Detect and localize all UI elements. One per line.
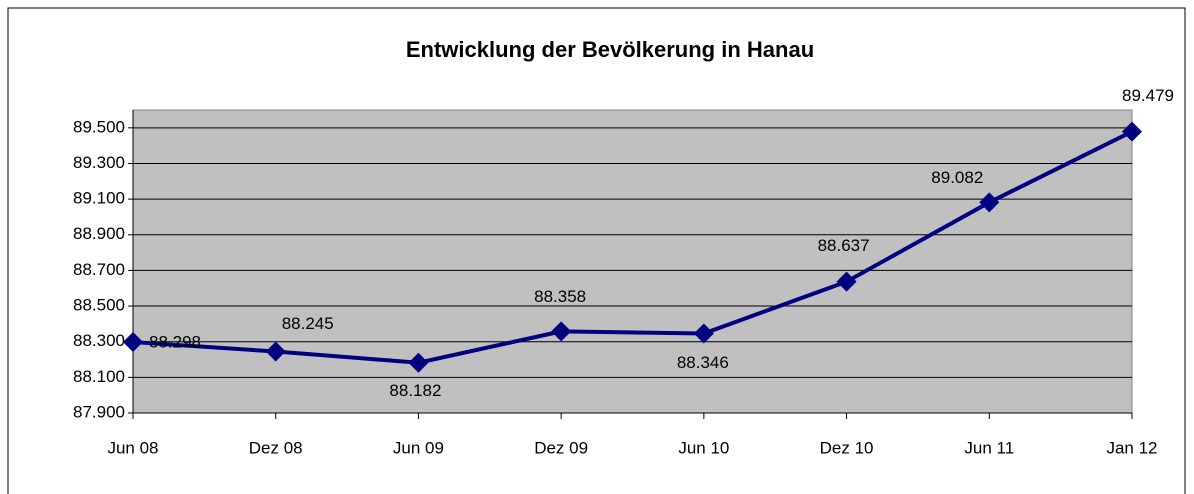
data-label: 88.637 <box>818 236 870 255</box>
data-point <box>1122 121 1142 142</box>
y-tick-label: 88.900 <box>73 224 125 243</box>
y-tick-label: 88.300 <box>73 331 125 350</box>
data-label: 88.358 <box>534 287 586 306</box>
x-tick-label: Jun 09 <box>393 438 444 457</box>
data-point <box>836 271 857 292</box>
x-tick-label: Jun 10 <box>678 438 729 457</box>
data-point <box>979 192 1000 213</box>
plot-area <box>132 109 1133 414</box>
data-label: 89.082 <box>931 168 983 187</box>
y-tick-label: 89.500 <box>73 117 125 136</box>
data-point <box>265 341 286 362</box>
data-label: 88.182 <box>389 381 441 400</box>
y-tick-label: 88.500 <box>73 296 125 315</box>
data-label: 89.479 <box>1122 86 1174 105</box>
y-tick-label: 87.900 <box>73 402 125 421</box>
y-tick-label: 88.700 <box>73 260 125 279</box>
data-label: 88.346 <box>677 353 729 372</box>
y-tick-label: 89.100 <box>73 189 125 208</box>
chart-frame <box>7 7 1186 494</box>
x-tick-label: Jun 11 <box>964 438 1014 457</box>
x-tick-label: Jan 12 <box>1106 438 1157 457</box>
data-point <box>551 321 572 342</box>
y-tick-label: 88.100 <box>73 367 125 386</box>
y-tick-label: 89.300 <box>73 153 125 172</box>
data-point <box>693 323 714 344</box>
data-label: 88.245 <box>282 314 334 333</box>
data-point <box>408 352 429 373</box>
data-point <box>123 332 143 353</box>
x-tick-label: Jun 08 <box>107 438 158 457</box>
data-label: 88.298 <box>149 333 201 352</box>
data-line <box>132 129 1133 365</box>
x-tick-label: Dez 08 <box>249 438 303 457</box>
chart-title: Entwicklung der Bevölkerung in Hanau <box>406 37 814 62</box>
x-tick-label: Dez 10 <box>820 438 874 457</box>
x-tick-label: Dez 09 <box>534 438 588 457</box>
